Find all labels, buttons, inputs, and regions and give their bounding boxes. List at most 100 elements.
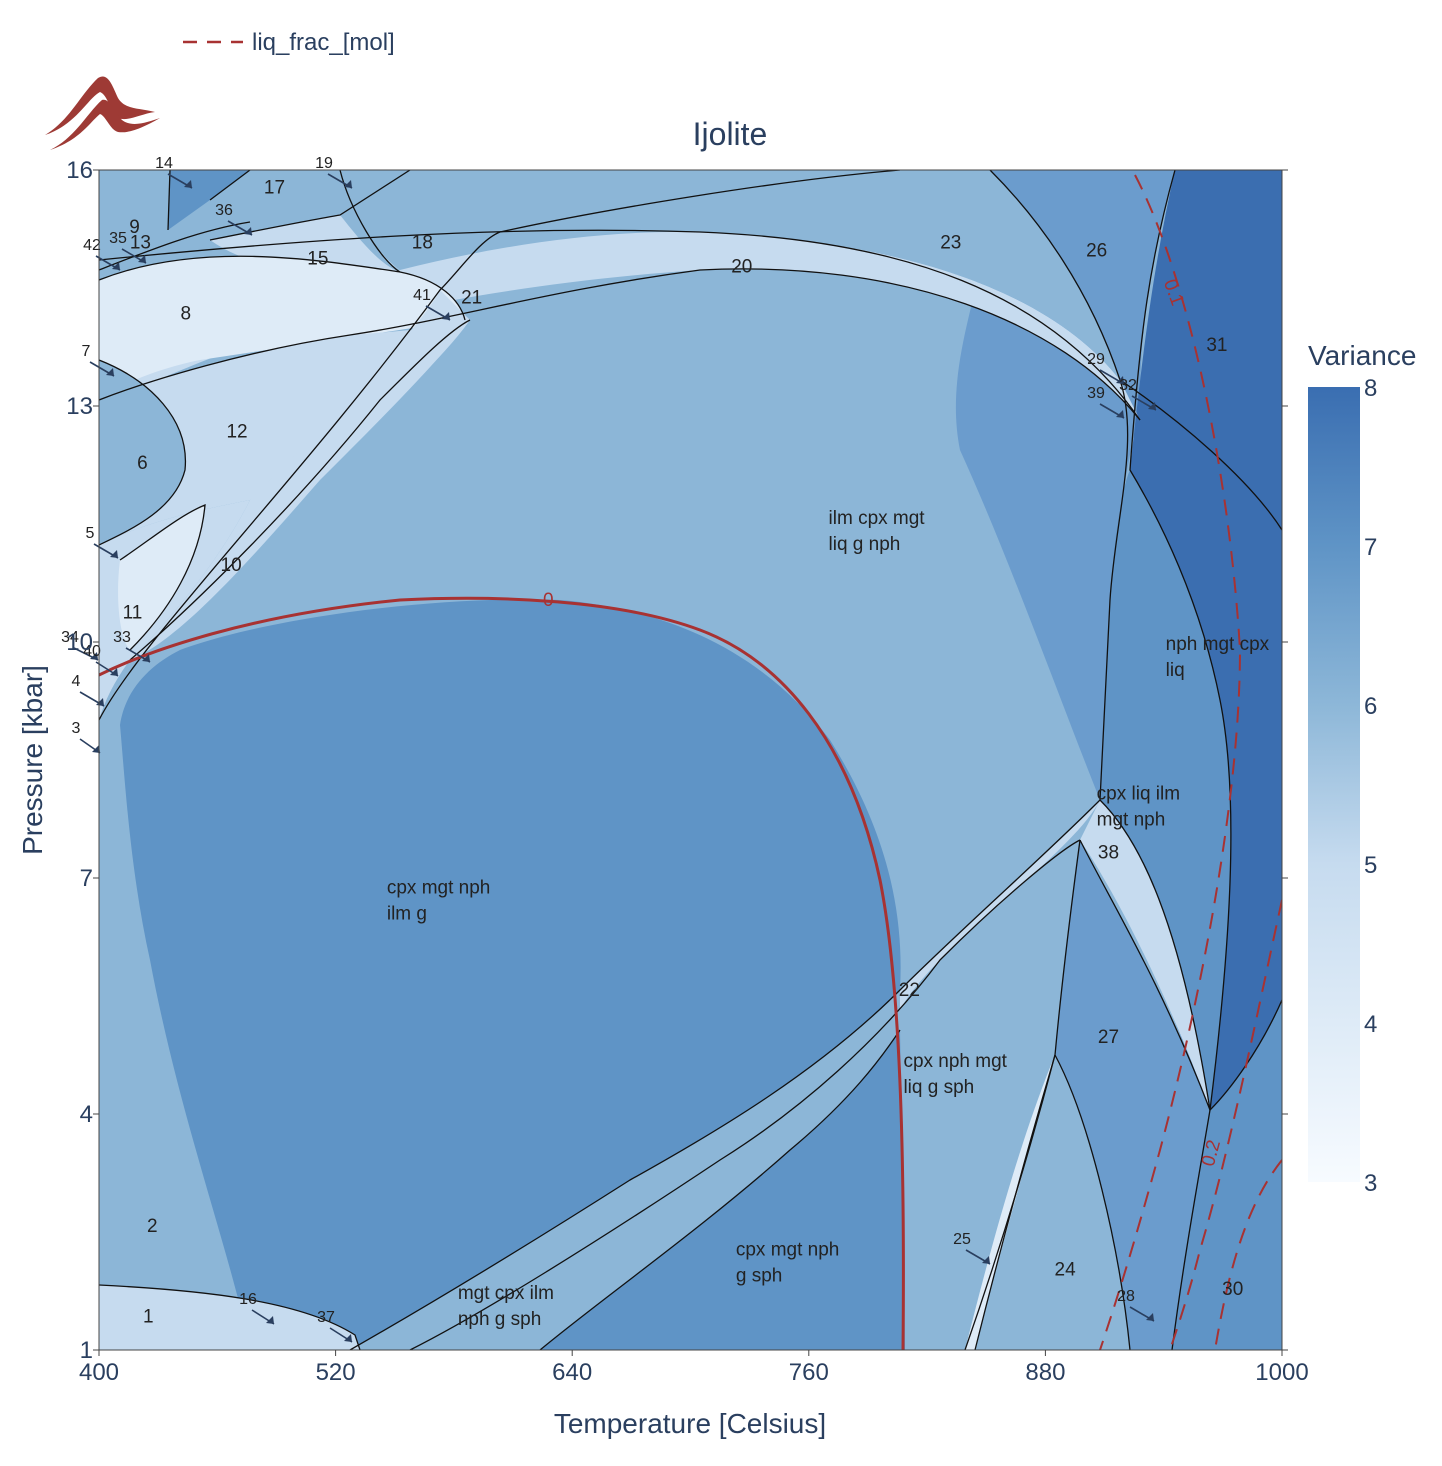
field-label-1: 1	[143, 1306, 154, 1327]
small-field-label-3: 3	[72, 720, 81, 737]
liq-frac-contour-0.3	[1214, 1159, 1282, 1350]
assemblage-label-line: ilm g	[387, 904, 427, 925]
field-label-11: 11	[123, 602, 143, 623]
legend[interactable]: liq_frac_[mol]	[183, 29, 395, 56]
assemblage-label-line: cpx mgt nph	[736, 1240, 840, 1261]
legend-entry-label: liq_frac_[mol]	[252, 29, 395, 56]
field-38-region	[1080, 800, 1210, 1110]
field-label-26: 26	[1086, 241, 1107, 262]
field-30-region	[1172, 1000, 1282, 1350]
assemblage-label-line: cpx nph mgt	[903, 1051, 1007, 1072]
colorbar-tick-label: 3	[1364, 1170, 1377, 1197]
assemblage-label-line: cpx liq ilm	[1097, 783, 1180, 804]
field-label-13: 13	[130, 233, 151, 254]
small-field-arrowhead	[92, 745, 100, 753]
assemblage-label-line: g sph	[736, 1266, 782, 1287]
assemblage-label-line: ilm cpx mgt	[829, 508, 926, 529]
y-tick-label: 13	[66, 393, 93, 420]
small-field-label-35: 35	[109, 230, 127, 247]
y-tick-label: 4	[80, 1101, 93, 1128]
colorbar-title: Variance	[1308, 340, 1416, 371]
liq-frac-contour-0	[99, 596, 905, 1350]
assemblage-label-line: cpx mgt nph	[387, 878, 491, 899]
small-field-label-25: 25	[953, 1231, 971, 1248]
field-31-region	[1130, 170, 1282, 1110]
field-label-18: 18	[412, 233, 433, 254]
small-field-arrowhead	[138, 255, 146, 263]
field-label-15: 15	[307, 248, 328, 269]
field-label-23: 23	[940, 233, 961, 254]
small-field-arrowhead	[266, 1316, 274, 1324]
assemblage-label-line: liq	[1166, 660, 1185, 681]
field-24-region	[975, 1055, 1130, 1350]
assemblage-label-line: nph mgt cpx	[1166, 634, 1270, 655]
small-field-label-33: 33	[113, 629, 131, 646]
field-label-6: 6	[137, 453, 148, 474]
field-26-region	[955, 170, 1175, 800]
small-field-arrowhead	[344, 180, 352, 188]
x-tick-label: 880	[1025, 1359, 1065, 1386]
field-cpx-mgt-nph-g-sph-region	[540, 1030, 905, 1350]
small-field-label-16: 16	[239, 1291, 257, 1308]
small-field-label-39: 39	[1087, 385, 1105, 402]
field-1-region	[99, 1285, 360, 1350]
logo-icon	[45, 76, 160, 150]
x-tick-label: 400	[79, 1359, 119, 1386]
x-tick-label: 640	[552, 1359, 592, 1386]
small-field-arrowhead	[344, 1334, 352, 1342]
small-field-arrowhead	[1148, 402, 1156, 410]
x-tick-label: 1000	[1255, 1359, 1308, 1386]
field-label-9: 9	[129, 217, 140, 238]
small-field-label-36: 36	[215, 202, 233, 219]
field-label-27: 27	[1098, 1027, 1119, 1048]
colorbar-tick-label: 7	[1364, 534, 1377, 561]
colorbar-tick-label: 6	[1364, 693, 1377, 720]
small-field-label-29: 29	[1087, 351, 1105, 368]
field-cpx-mgt-nph-ilm-g-region	[120, 599, 901, 1350]
small-field-arrowhead	[96, 698, 104, 706]
colorbar-tick-label: 8	[1364, 375, 1377, 402]
small-field-arrowhead	[982, 1256, 990, 1264]
colorbar-tick-label: 4	[1364, 1011, 1377, 1038]
liq-frac-contour-0.2	[1169, 899, 1282, 1350]
field-label-20: 20	[731, 256, 752, 277]
field-label-2: 2	[147, 1216, 158, 1237]
small-field-label-7: 7	[82, 343, 91, 360]
small-field-label-32: 32	[1119, 377, 1137, 394]
colorbar-tick-label: 5	[1364, 852, 1377, 879]
assemblage-label-line: mgt cpx ilm	[458, 1283, 554, 1304]
x-axis: 400 520 640 760 880 1000	[79, 1350, 1309, 1386]
small-field-arrowhead	[1146, 1313, 1154, 1321]
field-label-22: 22	[899, 980, 920, 1001]
y-axis-label: Pressure [kbar]	[17, 665, 48, 855]
small-field-arrowhead	[184, 180, 192, 188]
small-field-label-14: 14	[155, 155, 173, 172]
small-field-label-19: 19	[315, 155, 333, 172]
small-field-label-37: 37	[317, 1309, 335, 1326]
contour-label-0: 0	[543, 590, 554, 611]
field-11-region	[118, 505, 205, 650]
field-27-region	[1055, 840, 1210, 1350]
small-field-label-40: 40	[83, 643, 101, 660]
small-field-arrowhead	[110, 550, 118, 558]
field-label-38: 38	[1098, 842, 1119, 863]
small-field-arrowhead	[112, 262, 120, 270]
x-tick-label: 760	[789, 1359, 829, 1386]
small-field-arrowhead	[1116, 410, 1124, 418]
field-label-10: 10	[221, 555, 242, 576]
small-field-label-4: 4	[72, 673, 81, 690]
field-label-17: 17	[264, 178, 285, 199]
plot-frame	[98, 169, 1283, 1351]
field-25-region	[965, 1055, 1055, 1350]
phase-boundaries	[99, 170, 1282, 1350]
x-axis-label: Temperature [Celsius]	[554, 1408, 826, 1439]
small-field-label-28: 28	[1117, 1288, 1135, 1305]
small-field-arrowhead	[90, 652, 98, 660]
assemblage-label-line: nph g sph	[458, 1309, 541, 1330]
field-8-region	[99, 256, 465, 400]
colorbar-gradient	[1308, 387, 1360, 1182]
small-field-arrowhead	[142, 654, 150, 662]
